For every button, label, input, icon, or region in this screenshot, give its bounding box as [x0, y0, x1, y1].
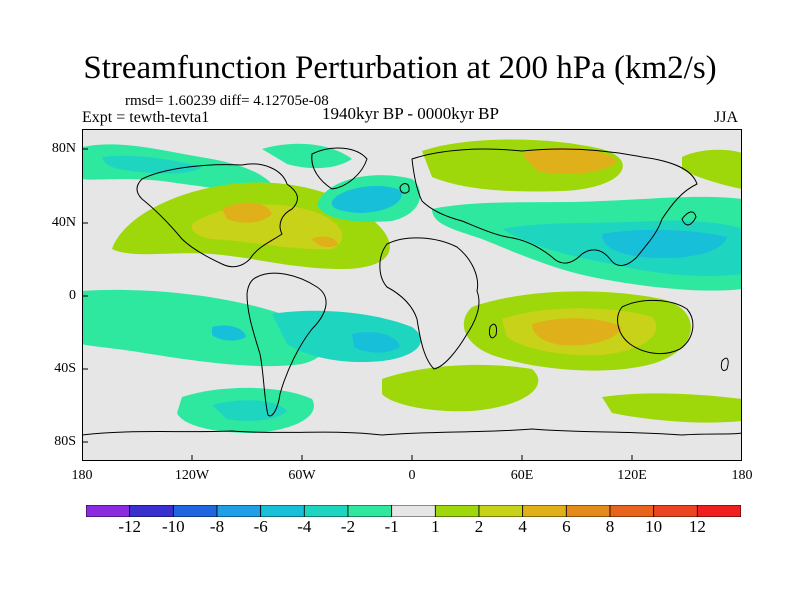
antarctica-coast [82, 428, 742, 436]
colorbar-label: 6 [562, 517, 571, 536]
map-panel [82, 129, 742, 461]
australia-coast [617, 299, 694, 355]
colorbar-swatch [172, 505, 218, 517]
lat-label-40n: 40N [51, 215, 76, 230]
contour-patch [602, 393, 742, 423]
colorbar-swatch [391, 505, 436, 517]
colorbar-swatch [696, 505, 741, 517]
colorbar-label: 10 [645, 517, 663, 536]
colorbar-label: 4 [518, 517, 527, 536]
colorbar-swatch [609, 505, 655, 517]
stats-text: rmsd= 1.60239 diff= 4.12705e-08 [125, 93, 329, 109]
colorbar-swatch [653, 505, 698, 517]
colorbar-label: -2 [340, 517, 356, 536]
lon-label-120e: 120E [617, 468, 647, 483]
africa-coast [379, 237, 480, 370]
colorbar-label: -10 [161, 517, 185, 536]
contour-patch [532, 318, 622, 346]
lon-label-60w: 60W [288, 468, 316, 483]
colorbar-swatch [478, 505, 524, 517]
contour-patch [331, 186, 403, 213]
contour-patch [212, 325, 246, 341]
lon-label-0: 0 [408, 468, 416, 483]
colorbar-label: -12 [118, 517, 141, 536]
contour-patch [602, 229, 727, 259]
lon-label-180e: 180 [731, 468, 753, 483]
greenland-coast [311, 147, 368, 190]
colorbar-label: 1 [431, 517, 440, 536]
madagascar-coast [489, 323, 497, 339]
colorbar-label: 2 [474, 517, 484, 536]
contour-patch [522, 147, 617, 174]
eurasia-coast [411, 148, 698, 266]
colorbar-swatch [86, 505, 131, 517]
contour-patch [262, 143, 352, 169]
colorbar-label: 8 [605, 517, 615, 536]
colorbar [86, 505, 741, 517]
lat-label-40s: 40S [54, 361, 76, 376]
contour-patch [222, 202, 272, 223]
colorbar-label: 12 [688, 517, 706, 536]
axis-ticks [82, 148, 633, 461]
contour-patch [312, 236, 338, 247]
contour-patch [682, 149, 742, 189]
lat-label-eq: 0 [69, 288, 76, 303]
colorbar-swatch [522, 505, 567, 517]
colorbar-label: -4 [297, 517, 312, 536]
plot-title: Streamfunction Perturbation at 200 hPa (… [83, 50, 717, 86]
japan-coast [681, 211, 697, 226]
colorbar-swatch [129, 505, 174, 517]
colorbar-swatch [565, 505, 611, 517]
experiment-label: Expt = tewth-tevta1 [82, 109, 210, 126]
lat-label-80s: 80S [54, 434, 76, 449]
lon-label-120w: 120W [174, 468, 210, 483]
uk-coast [399, 183, 410, 194]
colorbar-swatch [216, 505, 262, 517]
season-label: JJA [714, 109, 739, 126]
colorbar-swatch [260, 505, 305, 517]
contour-patch [382, 364, 539, 412]
contour-patch [352, 332, 400, 353]
lat-label-80n: 80N [51, 141, 76, 156]
colorbar-label: -1 [384, 517, 399, 536]
contour-field [82, 129, 742, 461]
colorbar-label: -6 [253, 517, 268, 536]
coastlines [82, 147, 742, 436]
new-zealand-coast [720, 357, 729, 372]
north-america-coast [136, 163, 298, 268]
lon-label-180w: 180 [71, 468, 93, 483]
south-america-coast [246, 272, 327, 417]
colorbar-swatch [434, 505, 480, 517]
lon-label-60e: 60E [510, 468, 534, 483]
colorbar-label: -8 [209, 517, 225, 536]
colorbar-swatch [303, 505, 349, 517]
contour-patch [82, 289, 324, 367]
colorbar-swatch [347, 505, 393, 517]
period-label: 1940kyr BP - 0000kyr BP [322, 104, 499, 123]
